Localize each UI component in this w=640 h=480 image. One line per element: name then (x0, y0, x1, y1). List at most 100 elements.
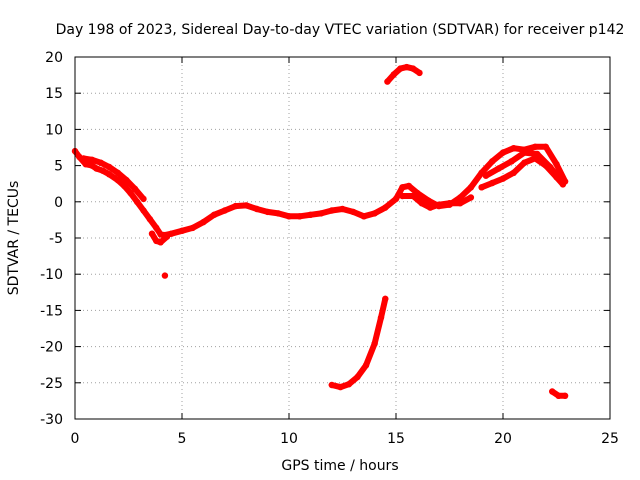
x-tick-label: 20 (494, 431, 512, 447)
data-point (435, 201, 442, 208)
data-point (467, 184, 475, 191)
data-point (489, 158, 496, 165)
data-point (418, 200, 425, 207)
data-point (371, 340, 378, 347)
data-point (510, 169, 517, 176)
series-high-arc (384, 63, 423, 85)
y-tick-label: 10 (45, 122, 63, 138)
series-rising-arc (328, 295, 389, 391)
data-point (559, 179, 567, 187)
data-point (114, 169, 122, 176)
data-point (131, 185, 139, 192)
data-point (123, 176, 130, 184)
data-point (508, 158, 515, 165)
data-point (416, 69, 423, 77)
x-tick-label: 0 (71, 431, 80, 447)
data-point (371, 210, 378, 217)
data-point (317, 210, 325, 217)
x-tick-label: 5 (178, 431, 187, 447)
data-point (337, 383, 344, 391)
data-point (382, 295, 389, 302)
y-tick-label: -25 (40, 376, 63, 392)
y-tick-label: -20 (40, 340, 63, 356)
data-point (80, 155, 87, 162)
data-point (146, 216, 154, 223)
y-tick-label: -15 (40, 303, 63, 319)
data-point (482, 172, 490, 179)
data-point (495, 165, 502, 172)
data-point (97, 159, 104, 166)
data-point (106, 163, 113, 171)
data-point (403, 63, 410, 71)
data-point (521, 149, 528, 156)
data-point (88, 156, 96, 163)
grid (75, 57, 610, 419)
data-point (200, 218, 207, 226)
data-point (153, 224, 160, 232)
y-tick-label: 20 (45, 50, 63, 66)
data-point (127, 189, 134, 197)
data-point (384, 78, 391, 85)
data-point (399, 184, 406, 191)
data-point (178, 227, 186, 234)
data-point (328, 381, 335, 389)
data-point (157, 239, 164, 246)
data-point (114, 176, 122, 184)
data-point (390, 71, 398, 78)
data-point (339, 205, 346, 213)
series-tail-right (549, 388, 569, 399)
data-point (531, 143, 539, 150)
data-point (542, 143, 549, 150)
data-point (93, 165, 100, 172)
data-point (534, 150, 541, 158)
data-point (243, 202, 250, 209)
data-point (424, 197, 432, 204)
y-tick-label: -5 (49, 231, 63, 247)
data-point (405, 182, 412, 190)
x-tick-label: 25 (601, 431, 619, 447)
data-point (399, 192, 406, 200)
series-main-trace (71, 143, 569, 239)
data-point (148, 230, 156, 237)
data-point (140, 195, 147, 203)
data-point (360, 213, 368, 220)
data-point (189, 224, 196, 232)
data-point (345, 381, 353, 388)
data-point (161, 272, 169, 279)
y-tick-label: 0 (54, 195, 63, 211)
data-point (275, 210, 282, 217)
x-tick-label: 10 (280, 431, 298, 447)
data-point (140, 207, 147, 214)
x-axis-title: GPS time / hours (281, 458, 398, 474)
data-point (210, 211, 218, 218)
data-point (555, 392, 562, 399)
data-point (409, 192, 417, 200)
data-point (163, 233, 171, 240)
data-point (264, 208, 271, 216)
y-tick-label: -30 (40, 412, 63, 428)
data-point (553, 161, 560, 168)
series-isolated-point (161, 272, 169, 279)
data-point (285, 213, 293, 220)
data-point (510, 145, 517, 152)
data-point (133, 198, 141, 205)
x-tick-label: 15 (387, 431, 405, 447)
data-point (106, 171, 113, 178)
data-point (427, 204, 434, 211)
data-point (328, 207, 335, 214)
data-point (82, 161, 89, 168)
y-tick-label: -10 (40, 267, 63, 283)
y-tick-label: 15 (45, 86, 63, 102)
data-point (362, 362, 370, 369)
data-point (499, 175, 507, 182)
data-point (253, 205, 261, 213)
y-axis-title: SDTVAR / TECUs (6, 181, 22, 296)
data-point (397, 65, 404, 72)
data-point (521, 159, 528, 166)
data-point (350, 208, 357, 216)
data-point (354, 373, 361, 381)
data-point (546, 163, 554, 171)
data-point (446, 200, 453, 207)
data-point (489, 179, 496, 187)
data-point (392, 195, 400, 203)
